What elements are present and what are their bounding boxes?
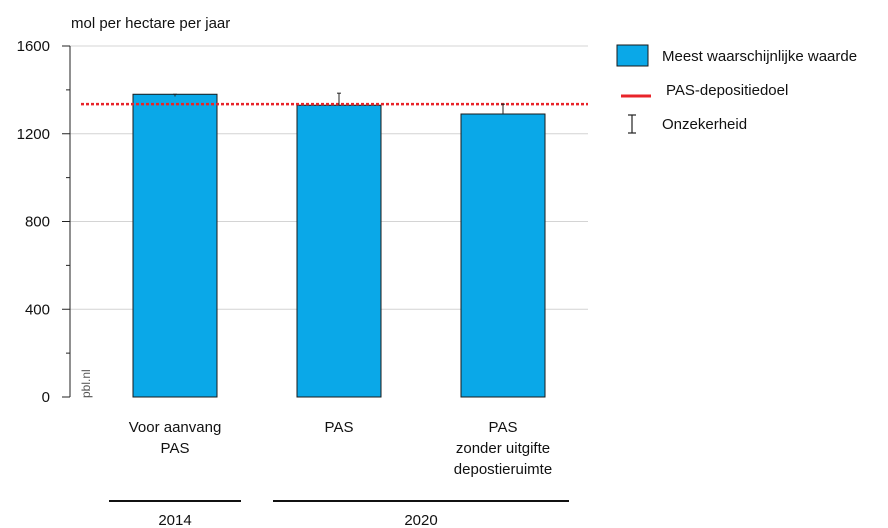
legend-label-bar: Meest waarschijnlijke waarde xyxy=(662,48,857,65)
source-label: pbl.nl xyxy=(79,369,93,398)
category-label: Voor aanvang PAS xyxy=(129,419,222,457)
y-tick-label: 1600 xyxy=(17,38,50,55)
y-axis: 0 400 800 1200 1600 xyxy=(17,38,71,406)
bars xyxy=(132,93,546,398)
legend-swatch-bar xyxy=(616,44,649,67)
group-label: 2014 xyxy=(158,512,191,528)
bar xyxy=(132,93,218,398)
legend-label-uncertainty: Onzekerheid xyxy=(662,116,747,133)
group-labels: 2014 2020 xyxy=(109,500,569,528)
category-label: PAS zonder uitgifte depostieruimte xyxy=(454,419,552,478)
error-bars xyxy=(173,92,505,115)
category-labels: Voor aanvang PAS PAS PAS zonder uitgifte depo… xyxy=(129,419,552,478)
y-tick-label: 0 xyxy=(42,389,50,406)
bar xyxy=(296,104,382,398)
y-axis-unit-label: mol per hectare per jaar xyxy=(71,15,230,32)
y-tick-label: 800 xyxy=(25,214,50,231)
group-label: 2020 xyxy=(404,512,437,528)
legend-label-target: PAS-depositiedoel xyxy=(666,82,788,99)
legend: Meest waarschijnlijke waarde PAS-depositi… xyxy=(616,44,857,134)
y-tick-label: 1200 xyxy=(17,126,50,143)
y-tick-label: 400 xyxy=(25,301,50,318)
bar xyxy=(460,113,546,398)
category-label: PAS xyxy=(325,419,354,436)
